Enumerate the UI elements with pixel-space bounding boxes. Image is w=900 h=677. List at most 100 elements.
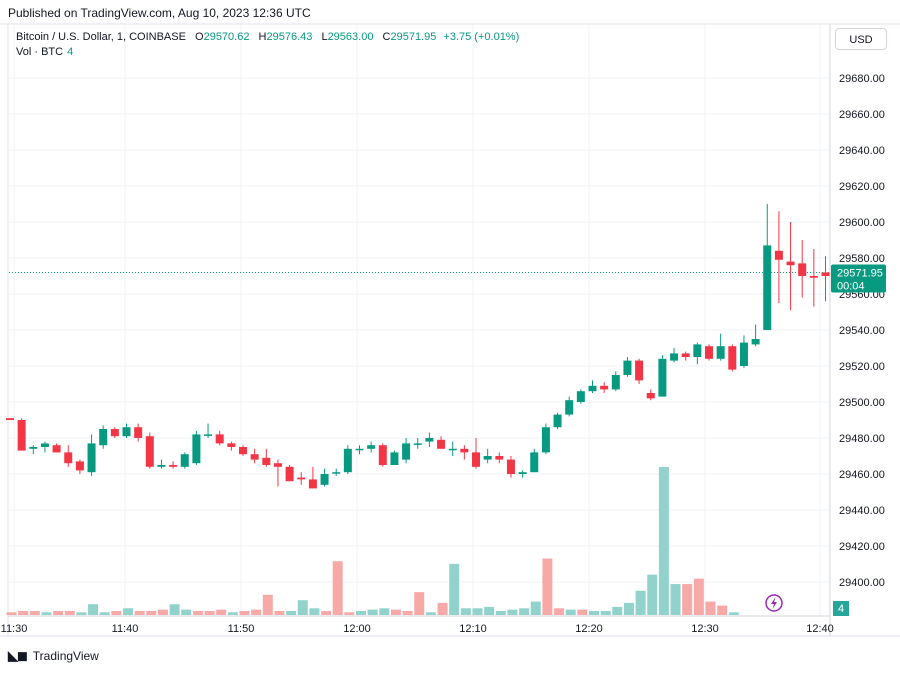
volume-bar: [29, 610, 40, 615]
volume-bar: [519, 608, 530, 615]
candle-body: [611, 375, 620, 390]
volume-bar: [577, 609, 588, 615]
volume-label[interactable]: Vol · BTC: [16, 46, 64, 58]
volume-bar: [589, 610, 599, 615]
volume-bar: [6, 612, 17, 615]
symbol-name[interactable]: Bitcoin / U.S. Dollar, 1, COINBASE: [16, 31, 186, 43]
volume-bar: [18, 610, 29, 615]
low-value: 29563.00: [327, 31, 374, 43]
low-label: L: [321, 31, 328, 43]
candle-body: [751, 339, 760, 345]
candle-body: [29, 447, 38, 449]
candle-body: [518, 472, 527, 474]
candle-body: [658, 358, 667, 397]
volume-bar: [146, 610, 157, 615]
y-tick-label: 29420.00: [839, 541, 885, 553]
x-tick-label: 12:40: [806, 623, 834, 635]
candle-body: [110, 429, 119, 437]
volume-bar: [204, 610, 215, 615]
volume-bar: [286, 610, 297, 615]
volume-bar: [332, 561, 343, 615]
candle-body: [192, 434, 201, 464]
candle-body: [565, 400, 574, 415]
x-tick-label: 12:30: [691, 623, 719, 635]
volume-bar: [670, 584, 681, 615]
candle-body: [576, 391, 585, 402]
x-tick-label: 11:50: [228, 623, 255, 635]
candle-body: [413, 443, 422, 445]
candle-body: [169, 465, 178, 467]
candle-body: [17, 420, 26, 451]
volume-bar: [274, 610, 285, 615]
currency-button[interactable]: USD: [835, 28, 887, 50]
volume-bar: [612, 606, 623, 615]
candle-body: [367, 445, 376, 449]
candle-body: [378, 445, 387, 465]
volume-bar: [297, 600, 308, 615]
candle-body: [134, 427, 143, 438]
candle-body: [681, 353, 690, 357]
candle-body: [308, 479, 317, 489]
y-tick-label: 29400.00: [839, 577, 885, 589]
candle-body: [530, 452, 539, 473]
volume-bar: [437, 602, 448, 615]
volume-bar: [495, 610, 506, 615]
volume-bar: [554, 608, 565, 615]
y-tick-label: 29440.00: [839, 505, 885, 517]
close-value: 29571.95: [390, 31, 437, 43]
volume-bar: [402, 610, 413, 615]
volume-bar: [728, 612, 739, 615]
volume-badge: [833, 601, 849, 616]
volume-value: 4: [67, 46, 74, 58]
volume-bar: [227, 612, 238, 615]
candle-body: [332, 472, 341, 474]
candle-body: [588, 385, 597, 392]
candle-body: [635, 360, 644, 381]
volume-legend: Vol · BTC 4: [16, 46, 73, 58]
candle-body: [472, 452, 480, 467]
y-tick-label: 29640.00: [839, 145, 885, 157]
volume-bar: [658, 467, 669, 615]
volume-bar: [157, 609, 168, 615]
candle-body: [297, 477, 306, 480]
volume-bar: [460, 608, 471, 615]
candle-body: [763, 245, 772, 330]
candle-body: [739, 342, 748, 366]
ohlc-legend: Bitcoin / U.S. Dollar, 1, COINBASE O2957…: [16, 31, 519, 43]
candle-body: [204, 434, 213, 436]
volume-bar: [542, 558, 553, 615]
candle-body: [774, 250, 783, 260]
volume-bar: [356, 610, 366, 615]
volume-bar: [262, 594, 273, 615]
close-label: C: [382, 31, 391, 43]
volume-bar: [484, 606, 495, 615]
volume-bar: [181, 609, 192, 615]
volume-bar: [123, 608, 133, 615]
candle-body: [390, 452, 399, 465]
volume-bar: [111, 610, 122, 615]
candle-body: [285, 466, 294, 482]
volume-bar: [309, 608, 320, 615]
y-tick-label: 29600.00: [839, 217, 885, 229]
candle-body: [273, 463, 282, 467]
volume-badge-label: 4: [838, 603, 844, 615]
volume-bar: [600, 610, 611, 615]
countdown-label: 00:04: [837, 280, 865, 292]
volume-bar: [64, 610, 75, 615]
candle-body: [541, 427, 550, 453]
volume-bar: [705, 601, 716, 615]
volume-bar: [647, 574, 658, 615]
candle-body: [40, 443, 49, 447]
volume-bar: [682, 584, 693, 615]
candle-body: [343, 448, 352, 473]
x-tick-label: 11:30: [1, 623, 28, 635]
volume-bar: [623, 602, 634, 615]
volume-bar: [53, 610, 64, 615]
candle-body: [506, 459, 515, 474]
candle-body: [670, 353, 679, 361]
volume-bar: [134, 610, 145, 615]
published-header: Published on TradingView.com, Aug 10, 20…: [8, 6, 311, 20]
candle-body: [716, 346, 725, 359]
